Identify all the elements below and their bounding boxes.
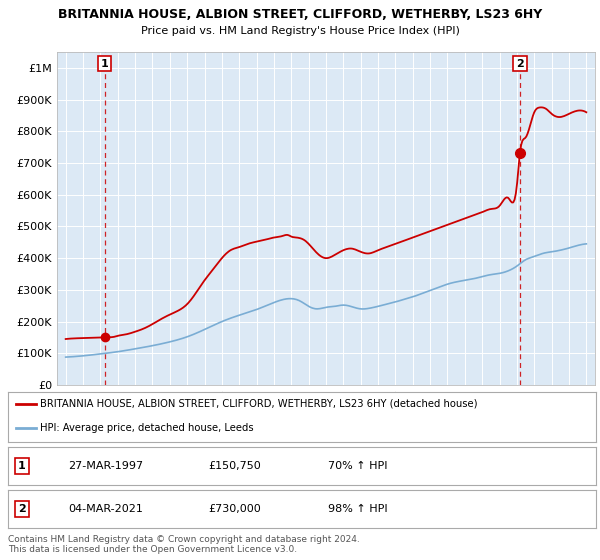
Text: £730,000: £730,000 xyxy=(208,504,261,514)
Text: 70% ↑ HPI: 70% ↑ HPI xyxy=(328,461,388,471)
Text: 2: 2 xyxy=(18,504,26,514)
Text: HPI: Average price, detached house, Leeds: HPI: Average price, detached house, Leed… xyxy=(40,423,254,433)
Text: Price paid vs. HM Land Registry's House Price Index (HPI): Price paid vs. HM Land Registry's House … xyxy=(140,26,460,36)
Text: Contains HM Land Registry data © Crown copyright and database right 2024.
This d: Contains HM Land Registry data © Crown c… xyxy=(8,535,360,554)
Text: 27-MAR-1997: 27-MAR-1997 xyxy=(68,461,143,471)
Text: 04-MAR-2021: 04-MAR-2021 xyxy=(68,504,143,514)
Text: £150,750: £150,750 xyxy=(208,461,261,471)
Text: BRITANNIA HOUSE, ALBION STREET, CLIFFORD, WETHERBY, LS23 6HY (detached house): BRITANNIA HOUSE, ALBION STREET, CLIFFORD… xyxy=(40,399,478,409)
Text: 98% ↑ HPI: 98% ↑ HPI xyxy=(328,504,388,514)
Text: 1: 1 xyxy=(101,59,109,69)
Text: 2: 2 xyxy=(516,59,524,69)
Text: BRITANNIA HOUSE, ALBION STREET, CLIFFORD, WETHERBY, LS23 6HY: BRITANNIA HOUSE, ALBION STREET, CLIFFORD… xyxy=(58,8,542,21)
Text: 1: 1 xyxy=(18,461,26,471)
